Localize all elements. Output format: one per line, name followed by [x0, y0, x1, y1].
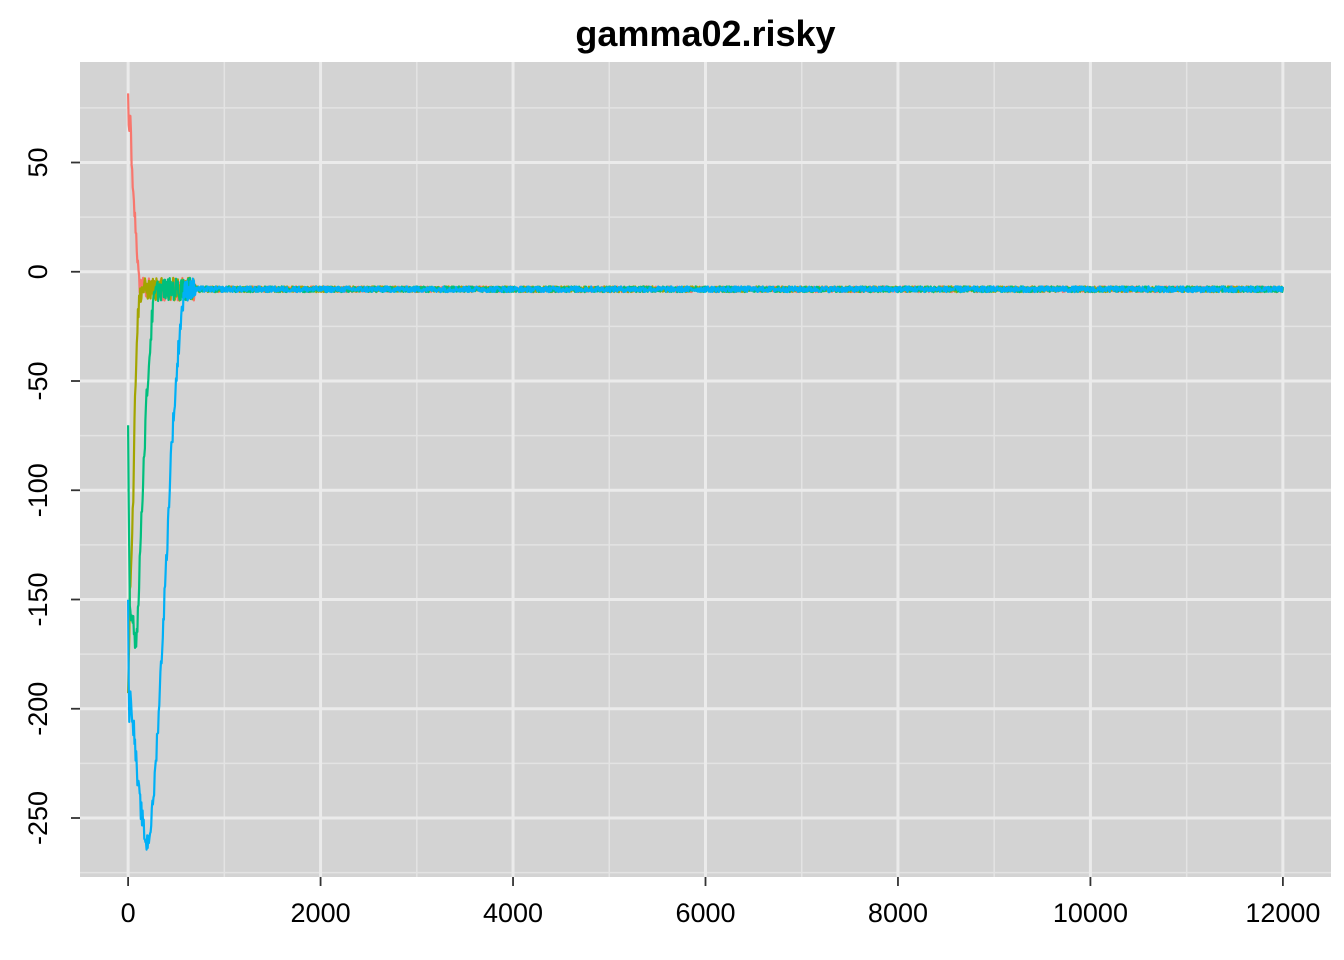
y-tick-label: -250	[23, 791, 53, 845]
y-tick-label: 50	[23, 147, 53, 177]
y-tick-label: -200	[23, 682, 53, 736]
y-tick-label: -150	[23, 572, 53, 626]
y-tick-label: -50	[23, 361, 53, 400]
x-tick-label: 2000	[291, 898, 351, 928]
x-tick-label: 4000	[483, 898, 543, 928]
y-tick-label: 0	[23, 264, 53, 279]
series-layer	[127, 93, 1284, 851]
series-line-4	[127, 277, 1284, 851]
x-tick-label: 10000	[1053, 898, 1128, 928]
y-tick-label: -100	[23, 463, 53, 517]
x-tick-label: 0	[121, 898, 136, 928]
x-tick-label: 8000	[868, 898, 928, 928]
x-tick-label: 12000	[1245, 898, 1320, 928]
chart-title: gamma02.risky	[575, 13, 835, 54]
x-tick-label: 6000	[675, 898, 735, 928]
x-axis: 0 2000 4000 6000 8000 10000 12000	[121, 877, 1320, 928]
y-axis: -250 -200 -150 -100 -50 0 50	[23, 147, 80, 845]
